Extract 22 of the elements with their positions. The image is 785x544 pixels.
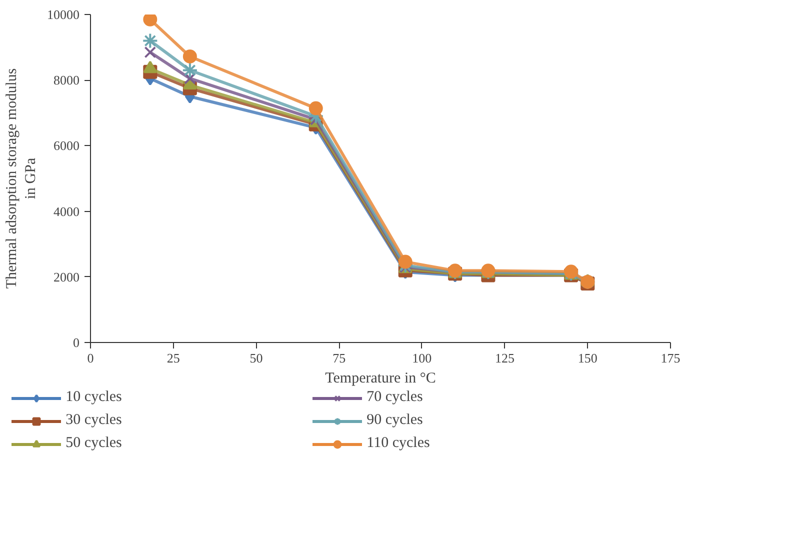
y-tick-label: 8000 [54,72,80,88]
x-tick-label: 50 [250,350,263,366]
legend-label: 30 cycles [66,412,123,429]
x-tick-label: 100 [412,350,432,366]
x-axis-title: Temperature in °C [325,370,436,386]
x-tick-label: 125 [495,350,515,366]
legend-label: 50 cycles [66,435,123,452]
y-tick-label: 0 [73,335,80,350]
y-tick-label: 2000 [54,269,80,284]
x-tick-label: 0 [87,350,94,366]
y-tick-label: 6000 [54,138,80,154]
x-tick-label: 25 [166,350,180,366]
legend-label: 90 cycles [366,412,424,429]
legend-label: 110 cycles [366,435,431,452]
y-tick-label: 4000 [54,204,80,219]
x-tick-label: 75 [332,350,346,366]
y-axis-title: Thermal adsorption storage modulus in GPa [4,68,39,289]
x-tick-label: 175 [660,350,680,366]
y-tick-label: 10000 [47,7,80,22]
legend-label: 70 cycles [366,389,424,406]
legend-label: 10 cycles [66,389,123,406]
x-tick-label: 150 [578,350,598,366]
